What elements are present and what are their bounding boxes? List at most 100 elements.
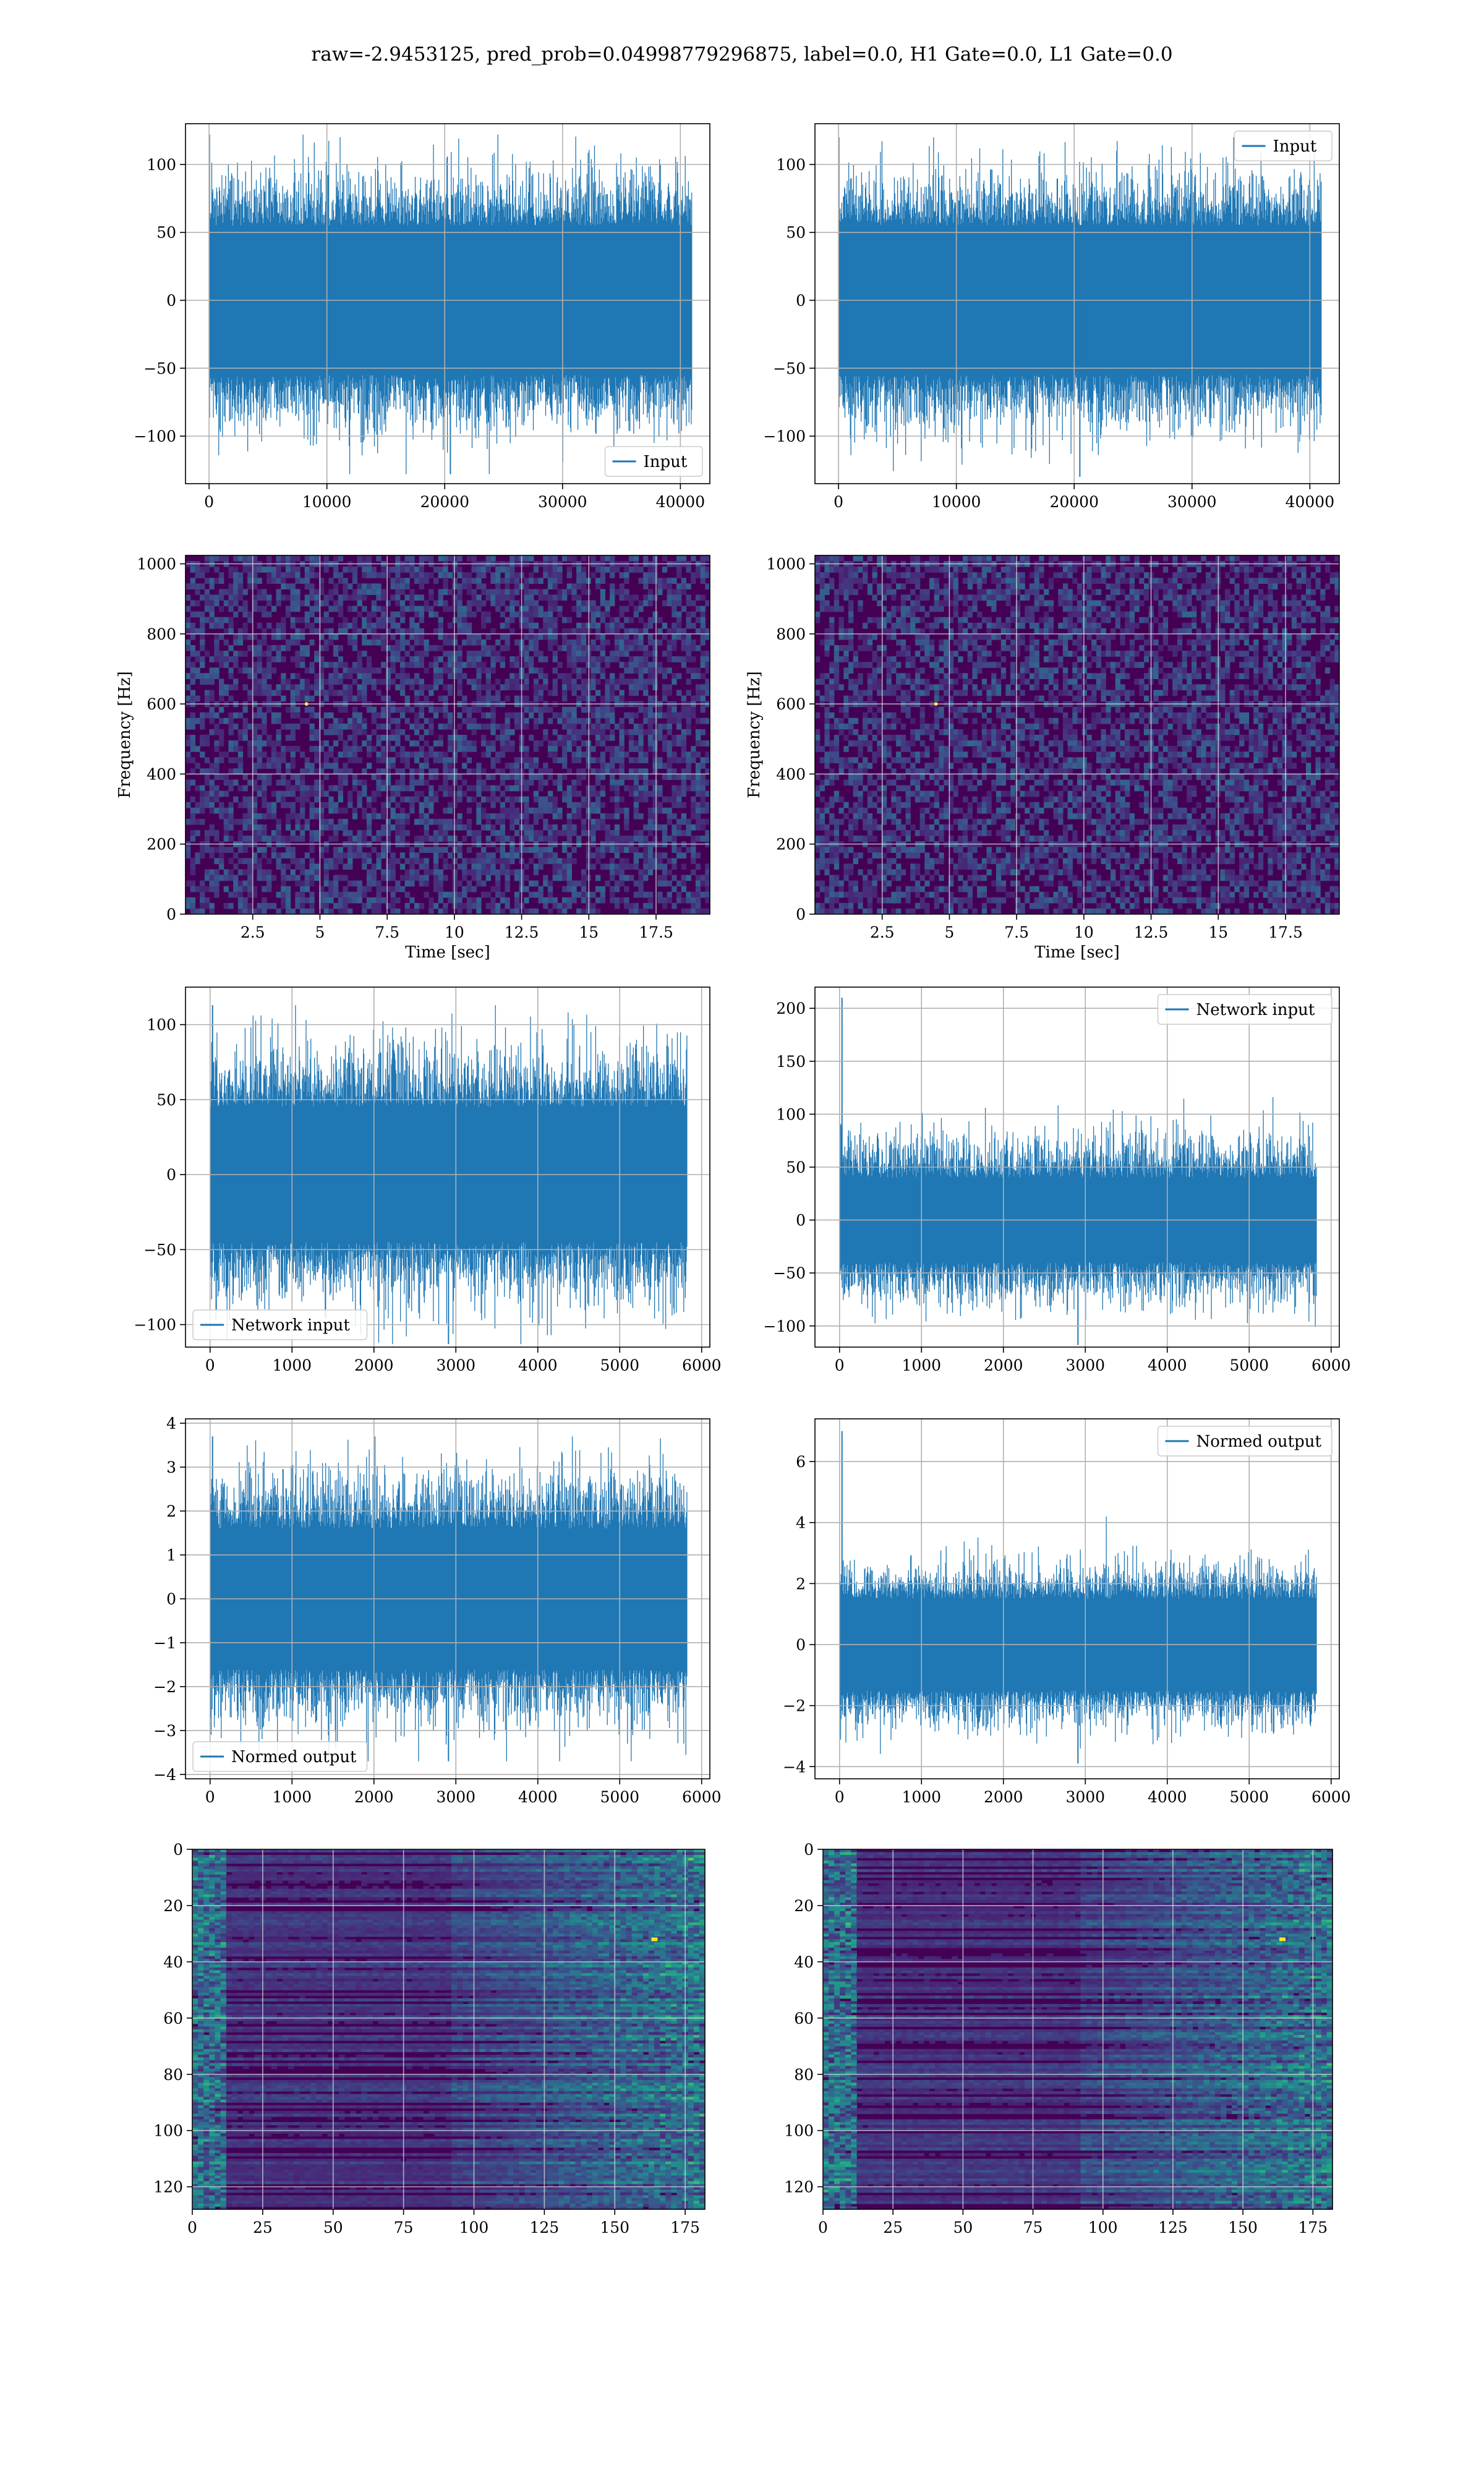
x-tick-label: 12.5 <box>505 923 539 941</box>
y-tick-label: 200 <box>776 999 806 1017</box>
y-tick-label: 0 <box>796 292 806 310</box>
x-tick-label: 40000 <box>656 493 706 511</box>
y-tick-label: 60 <box>163 2010 183 2027</box>
y-tick-label: −50 <box>143 1241 176 1259</box>
heatmap-image <box>192 1849 705 2209</box>
y-tick-label: 2 <box>796 1575 806 1593</box>
y-tick-label: −100 <box>763 427 806 445</box>
y-tick-label: 120 <box>153 2178 183 2196</box>
subplot-row4-right: 0 1000 2000 3000 4000 5000 6000 −4 −2 0 2 4 6 Normed … <box>783 1418 1351 1806</box>
grid <box>815 987 1339 1347</box>
y-tick-label: −2 <box>153 1678 176 1696</box>
grid <box>192 1849 705 2209</box>
y-tick-label: 100 <box>784 2122 814 2140</box>
y-tick-label: 0 <box>796 905 806 923</box>
x-tick-label: 0 <box>204 493 214 511</box>
grid <box>823 1849 1333 2209</box>
y-tick-label: 50 <box>786 224 806 242</box>
x-tick-label: 75 <box>1023 2219 1043 2236</box>
axes-frame <box>185 123 710 484</box>
y-tick-label: −50 <box>773 1264 806 1282</box>
grid <box>186 124 710 484</box>
grid <box>815 124 1339 484</box>
x-tick-label: 5000 <box>600 1788 639 1806</box>
y-tick-label: 80 <box>163 2066 183 2084</box>
axes-frame <box>185 987 710 1348</box>
y-tick-label: 120 <box>784 2178 814 2196</box>
x-tick-label: 7.5 <box>1004 923 1029 941</box>
x-tick-label: 3000 <box>1065 1788 1105 1806</box>
x-tick-label: 3000 <box>436 1788 475 1806</box>
x-tick-label: 12.5 <box>1134 923 1169 941</box>
x-tick-label: 4000 <box>1148 1356 1187 1374</box>
legend-label: Network input <box>1196 1001 1315 1019</box>
y-tick-label: 40 <box>794 1953 814 1971</box>
x-tick-label: 2000 <box>354 1788 394 1806</box>
grid <box>186 555 710 914</box>
y-tick-label: 100 <box>147 156 176 174</box>
x-tick-label: 3000 <box>436 1356 475 1374</box>
legend: Normed output <box>1157 1426 1333 1457</box>
x-tick-label: 175 <box>1298 2219 1328 2236</box>
bright-spot <box>651 1937 658 1941</box>
x-tick-label: 17.5 <box>639 923 673 941</box>
x-tick-label: 7.5 <box>375 923 399 941</box>
y-tick-label: 0 <box>796 1212 806 1230</box>
x-tick-label: 150 <box>600 2219 629 2236</box>
subplot-row1-left: 0 10000 20000 30000 40000 −100 −50 0 50 100 Input <box>134 123 710 511</box>
y-tick-label: −1 <box>153 1634 176 1652</box>
y-tick-label: 100 <box>776 1105 806 1123</box>
x-tick-label: 1000 <box>272 1788 312 1806</box>
heatmap-image <box>815 555 1339 914</box>
x-tick-label: 2000 <box>984 1788 1023 1806</box>
legend: Normed output <box>192 1741 368 1772</box>
y-tick-label: 200 <box>147 836 176 854</box>
y-tick-label: 2 <box>166 1502 176 1520</box>
x-tick-label: 17.5 <box>1268 923 1303 941</box>
x-tick-label: 6000 <box>1311 1356 1351 1374</box>
y-tick-label: 0 <box>796 1636 806 1654</box>
y-tick-label: −100 <box>134 1316 176 1334</box>
subplot-row5-left: 0 25 50 75 100 125 150 175 0 20 40 60 80 100 120 <box>153 1841 706 2236</box>
x-tick-label: 5000 <box>600 1356 639 1374</box>
y-tick-label: 40 <box>163 1953 183 1971</box>
x-tick-label: 5000 <box>1229 1356 1269 1374</box>
y-tick-label: −100 <box>134 427 176 445</box>
y-tick-label: 0 <box>166 1590 176 1608</box>
y-tick-label: 400 <box>147 765 176 783</box>
x-tick-label: 15 <box>579 923 599 941</box>
x-axis-label: Time [sec] <box>1034 943 1120 962</box>
series-row4-right <box>839 1431 1317 1764</box>
x-tick-label: 150 <box>1228 2219 1258 2236</box>
y-tick-label: 800 <box>776 625 806 643</box>
x-tick-label: 50 <box>953 2219 973 2236</box>
x-tick-label: 2000 <box>984 1356 1023 1374</box>
y-tick-label: −100 <box>763 1317 806 1335</box>
y-tick-label: 0 <box>173 1841 183 1859</box>
x-tick-label: 30000 <box>538 493 587 511</box>
x-tick-label: 1000 <box>902 1356 941 1374</box>
x-tick-label: 0 <box>187 2219 197 2236</box>
legend: Input <box>604 446 703 477</box>
x-tick-label: 6000 <box>1311 1788 1351 1806</box>
y-tick-label: −4 <box>783 1758 806 1776</box>
subplot-row3-right: 0 1000 2000 3000 4000 5000 6000 −100 −50 0 50 100 15… <box>763 987 1351 1374</box>
heatmap-image <box>186 555 710 914</box>
x-tick-label: 15 <box>1208 923 1228 941</box>
grid <box>815 1419 1339 1779</box>
x-axis-label: Time [sec] <box>405 943 490 962</box>
subplot-row2-left: 2.5 5 7.5 10 12.5 15 17.5 0 200 400 600 800 1000 Time… <box>116 555 710 962</box>
y-tick-label: −3 <box>153 1722 176 1740</box>
y-tick-label: 0 <box>166 292 176 310</box>
axes-frame <box>185 555 710 915</box>
legend-label: Normed output <box>231 1748 357 1766</box>
x-tick-label: 4000 <box>1148 1788 1187 1806</box>
axes-frame <box>192 1849 706 2210</box>
x-tick-label: 2.5 <box>870 923 895 941</box>
x-tick-label: 50 <box>323 2219 343 2236</box>
grid <box>815 555 1339 914</box>
y-tick-label: 50 <box>156 1091 176 1109</box>
x-tick-label: 100 <box>1088 2219 1118 2236</box>
x-tick-label: 0 <box>835 1788 845 1806</box>
y-tick-label: 600 <box>147 695 176 713</box>
